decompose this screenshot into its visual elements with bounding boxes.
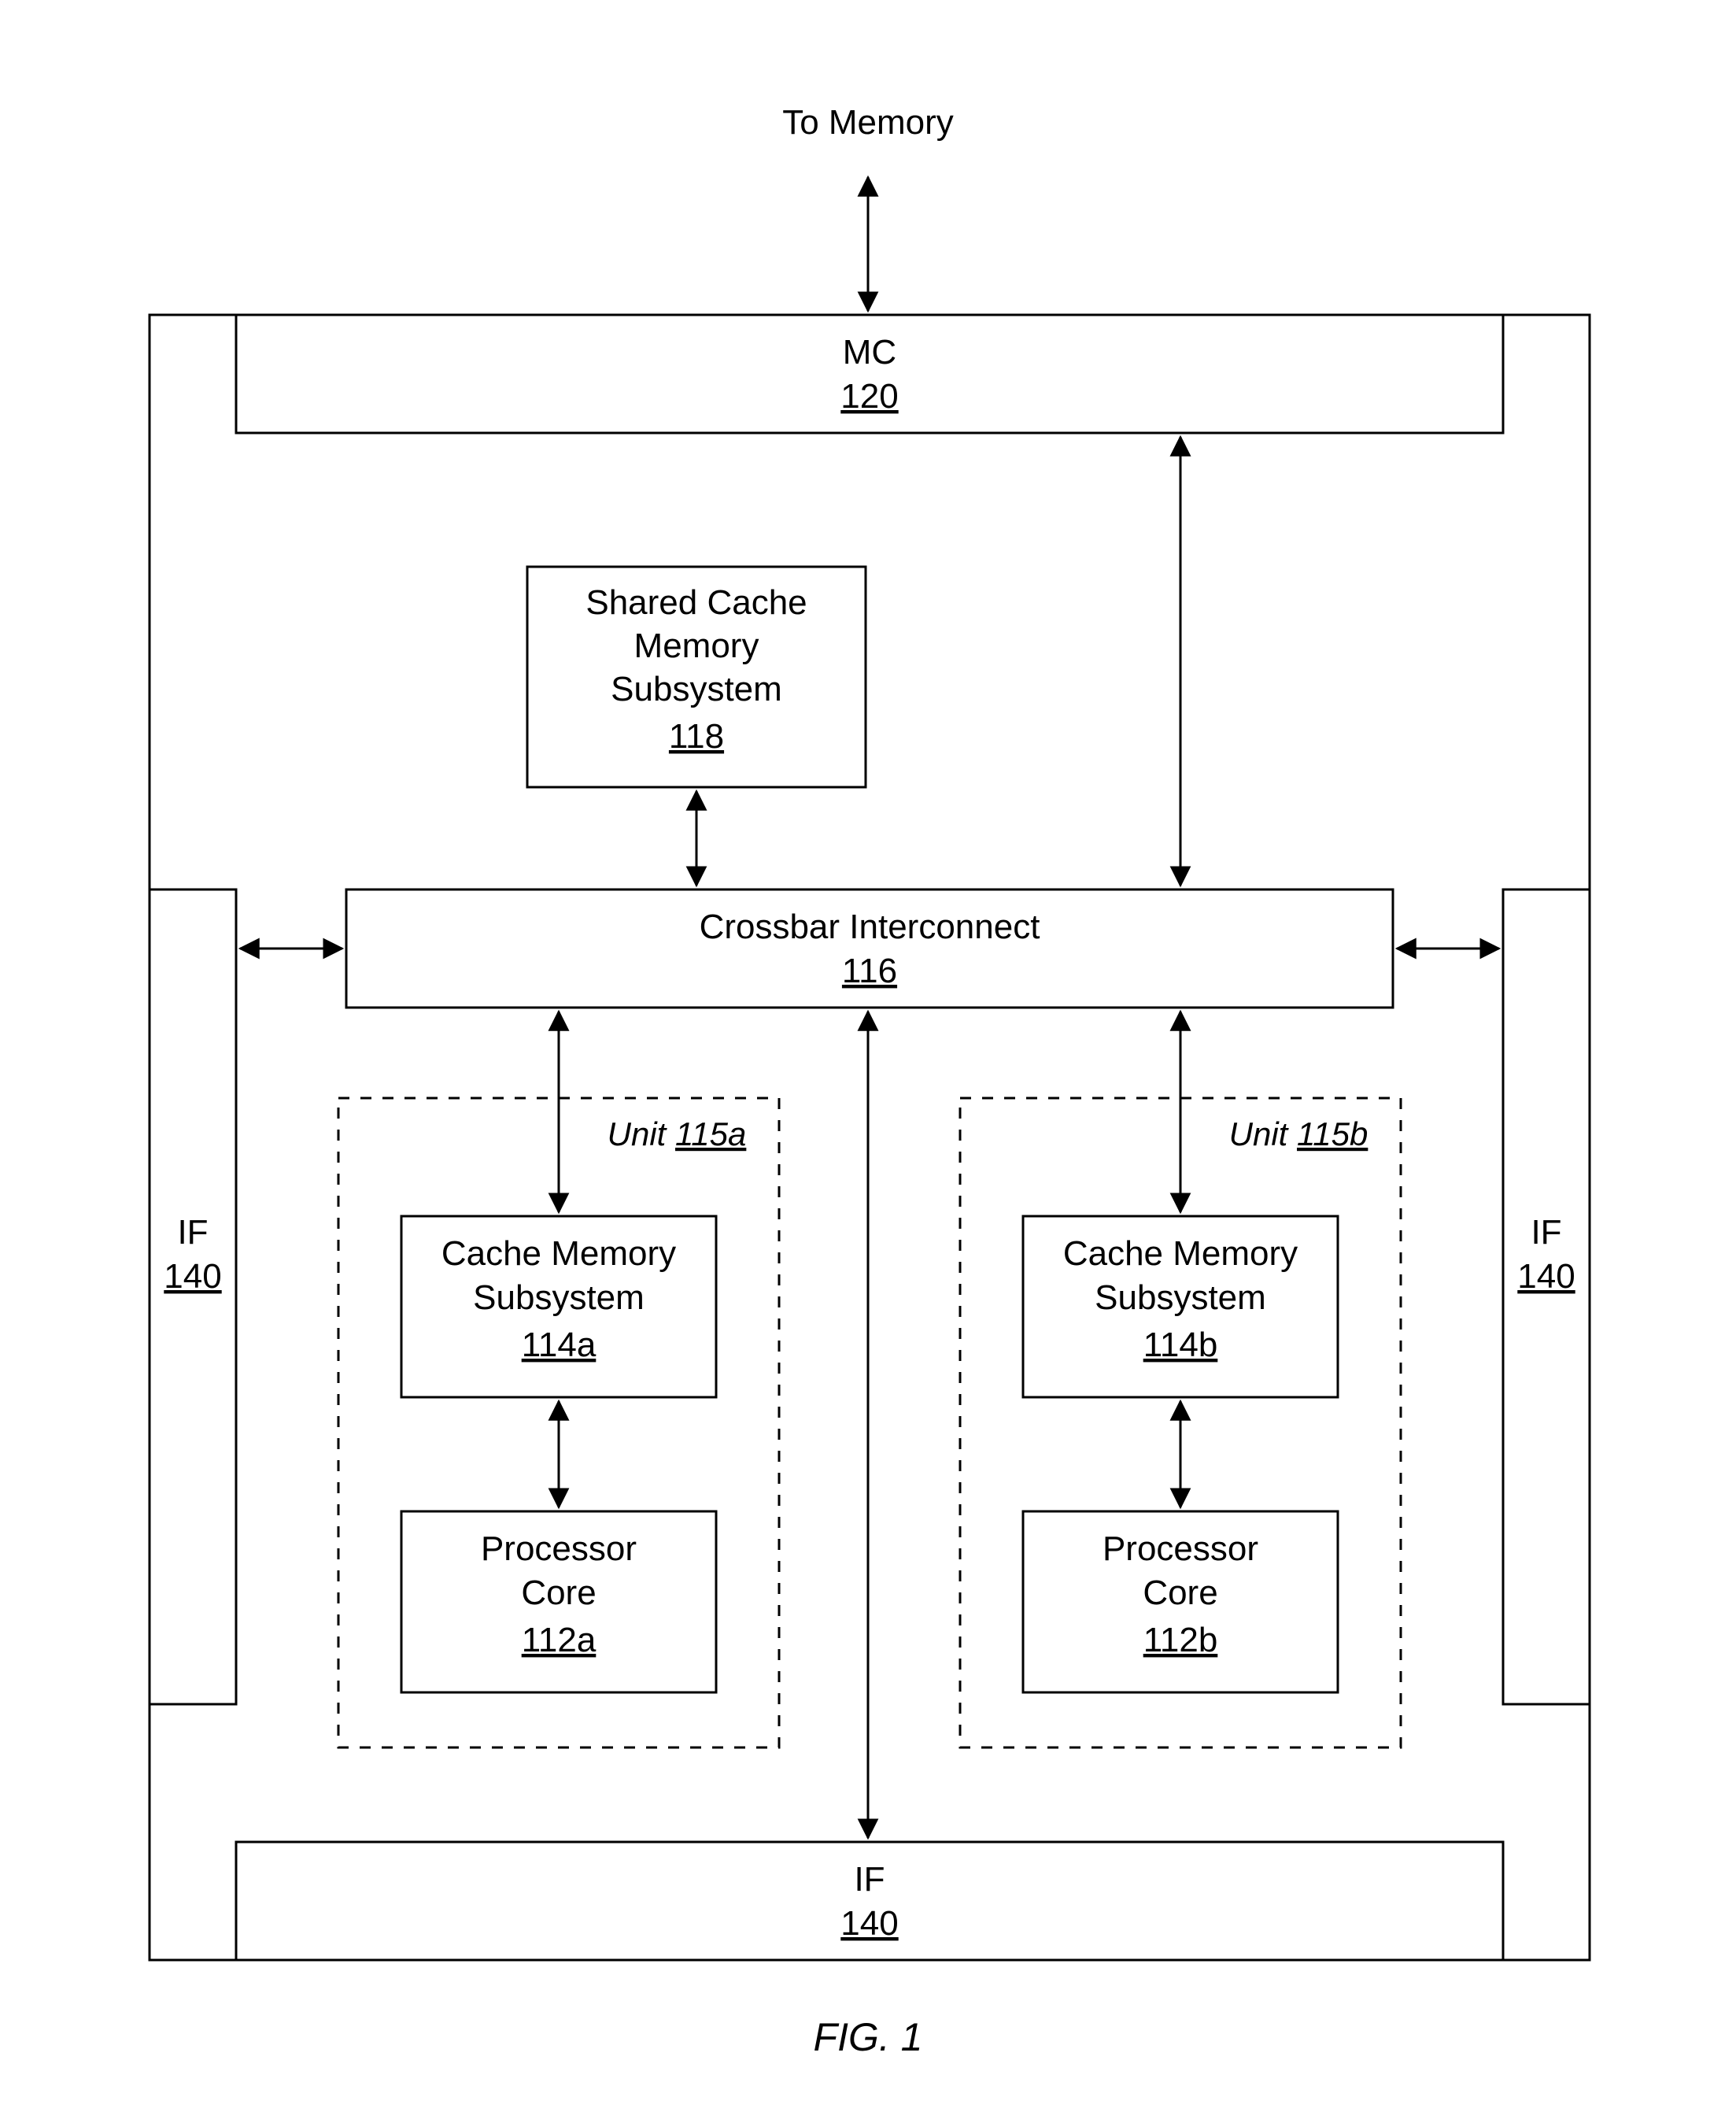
core-a-line1: Processor	[481, 1529, 637, 1568]
unit-a-label: Unit 115a	[608, 1115, 747, 1152]
if-left-block-ref: 140	[164, 1257, 221, 1296]
if-bottom-title: IF	[854, 1860, 885, 1899]
core-b-line2: Core	[1143, 1574, 1217, 1612]
shared-cache-line2: Memory	[634, 627, 759, 665]
if-bottom-ref: 140	[840, 1904, 898, 1943]
cache-b-line1: Cache Memory	[1063, 1234, 1298, 1273]
mc-title: MC	[843, 333, 896, 372]
if-left-block	[150, 889, 236, 1704]
shared-cache-ref: 118	[669, 717, 724, 756]
cache-a-ref: 114a	[522, 1326, 597, 1364]
crossbar-ref: 116	[842, 952, 897, 990]
cache-b-ref: 114b	[1143, 1326, 1218, 1364]
shared-cache-line3: Subsystem	[611, 670, 782, 708]
if-right-block	[1503, 889, 1590, 1704]
crossbar-title: Crossbar Interconnect	[700, 908, 1040, 946]
shared-cache-line1: Shared Cache	[585, 583, 807, 622]
figure-label: FIG. 1	[814, 2015, 923, 2059]
unit-b-label: Unit 115b	[1229, 1115, 1368, 1152]
label-to-memory: To Memory	[782, 103, 954, 142]
if-right-block-title: IF	[1531, 1213, 1561, 1252]
cache-b-line2: Subsystem	[1095, 1278, 1266, 1317]
core-b-line1: Processor	[1103, 1529, 1258, 1568]
cache-a-line1: Cache Memory	[441, 1234, 676, 1273]
chip-outline	[150, 315, 1590, 1960]
core-b-ref: 112b	[1143, 1621, 1218, 1659]
core-a-ref: 112a	[522, 1621, 597, 1659]
mc-ref: 120	[840, 377, 898, 416]
if-left-block-title: IF	[177, 1213, 208, 1252]
cache-a-line2: Subsystem	[473, 1278, 645, 1317]
core-a-line2: Core	[521, 1574, 596, 1612]
if-right-block-ref: 140	[1517, 1257, 1575, 1296]
